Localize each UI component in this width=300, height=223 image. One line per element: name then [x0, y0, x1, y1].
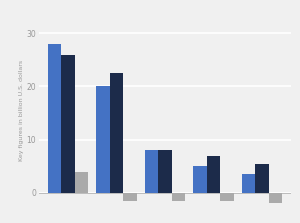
Y-axis label: Key figures in billion U.S. dollars: Key figures in billion U.S. dollars: [19, 60, 24, 161]
Bar: [123, 193, 137, 201]
Bar: [269, 193, 282, 203]
Bar: [255, 163, 269, 193]
Bar: [61, 55, 75, 193]
Bar: [158, 150, 172, 193]
Bar: [172, 193, 185, 201]
Bar: [207, 156, 220, 193]
Bar: [220, 193, 234, 201]
Bar: [75, 171, 88, 193]
Bar: [193, 166, 207, 193]
Bar: [242, 174, 255, 193]
Bar: [96, 87, 110, 193]
Bar: [48, 44, 61, 193]
Bar: [145, 150, 158, 193]
Bar: [110, 73, 123, 193]
